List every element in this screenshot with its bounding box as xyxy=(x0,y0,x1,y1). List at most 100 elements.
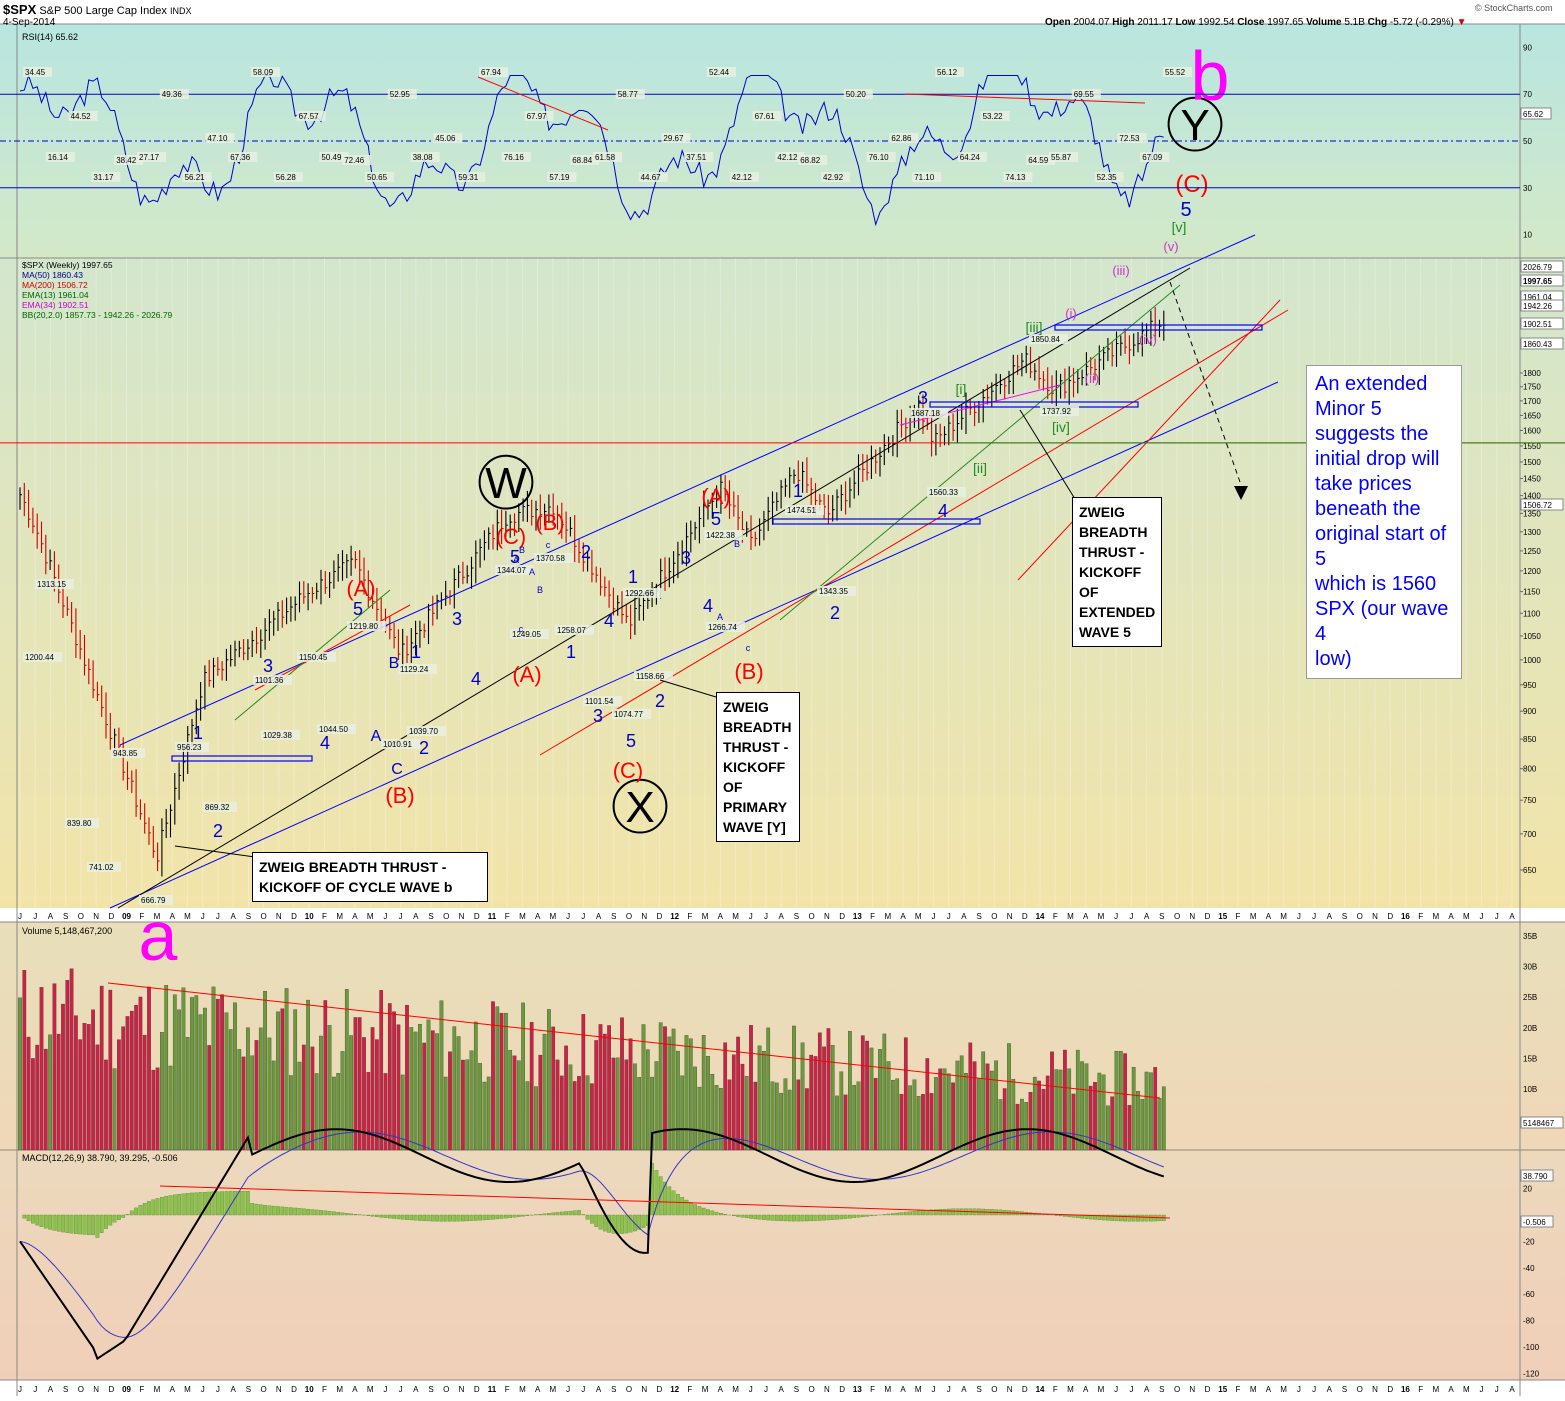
price-tick-18: 900 xyxy=(1523,707,1537,716)
price-label-20: 1101.54 xyxy=(585,697,614,706)
volume-bar xyxy=(272,1061,275,1150)
volume-bar xyxy=(1037,1081,1040,1150)
symbol: $SPX xyxy=(3,2,36,17)
time-tick-bottom-91: 16 xyxy=(1401,1385,1410,1394)
volume-bar xyxy=(900,1094,903,1150)
volume-bar xyxy=(638,1077,641,1150)
volume-bar xyxy=(758,1046,761,1150)
volume-bar xyxy=(440,1001,443,1150)
time-tick-54: D xyxy=(839,912,845,921)
time-tick-91: 16 xyxy=(1401,912,1410,921)
rsi-value-50: 55.52 xyxy=(1165,68,1186,77)
time-tick-0: J xyxy=(18,912,22,921)
volume-bar xyxy=(1089,1086,1092,1150)
macd-hist-bar xyxy=(251,1203,254,1215)
volume-bar xyxy=(1050,1052,1053,1150)
volume-bar xyxy=(130,1011,133,1150)
volume-tick-2: 25B xyxy=(1523,993,1537,1002)
macd-hist-bar xyxy=(139,1205,142,1215)
time-tick-bottom-13: J xyxy=(216,1385,220,1394)
macd-hist-bar xyxy=(577,1210,580,1215)
volume-bar xyxy=(599,1024,602,1150)
macd-hist-bar xyxy=(865,1215,868,1216)
macd-hist-bar xyxy=(440,1215,443,1221)
macd-hist-bar xyxy=(539,1214,542,1215)
volume-bar xyxy=(1042,1089,1045,1150)
macd-hist-bar xyxy=(53,1215,56,1230)
time-tick-55: 13 xyxy=(853,912,862,921)
price-label-29: 1560.33 xyxy=(929,488,958,497)
volume-bar xyxy=(681,1076,684,1150)
rsi-value-9: 67.36 xyxy=(230,153,251,162)
time-tick-79: 15 xyxy=(1218,912,1227,921)
rsi-value-34: 68.82 xyxy=(800,156,821,165)
time-tick-bottom-97: J xyxy=(1495,1385,1499,1394)
macd-hist-bar xyxy=(259,1205,262,1215)
time-tick-bottom-75: S xyxy=(1159,1385,1164,1394)
time-tick-bottom-49: J xyxy=(764,1385,768,1394)
volume-bar xyxy=(569,1065,572,1150)
volume-bar xyxy=(1046,1076,1049,1150)
macd-hist-bar xyxy=(590,1215,593,1223)
macd-hist-bar xyxy=(44,1215,47,1228)
macd-hist-bar xyxy=(861,1215,864,1217)
volume-value: 5.1B xyxy=(1344,17,1365,28)
volume-bar xyxy=(259,1028,262,1150)
volume-bar xyxy=(1072,1094,1075,1150)
volume-bar xyxy=(552,1027,555,1150)
volume-bar xyxy=(543,1034,546,1150)
volume-bar xyxy=(741,1064,744,1150)
time-tick-3: S xyxy=(63,912,68,921)
macd-hist-bar xyxy=(840,1215,843,1219)
volume-bar xyxy=(427,1020,430,1150)
price-label-7: 869.32 xyxy=(205,803,230,812)
macd-hist-bar xyxy=(483,1215,486,1220)
macd-hist-bar xyxy=(908,1212,911,1215)
minor-wave-1: A xyxy=(513,555,519,565)
rsi-value-19: 59.31 xyxy=(458,173,479,182)
volume-bar xyxy=(1111,1097,1114,1150)
time-tick-bottom-3: S xyxy=(63,1385,68,1394)
rsi-label: RSI(14) 65.62 xyxy=(22,32,78,42)
volume-bar xyxy=(509,1050,512,1150)
price-tick-0: 1800 xyxy=(1523,369,1541,378)
volume-tick-5: 10B xyxy=(1523,1085,1537,1094)
time-tick-bottom-15: S xyxy=(246,1385,251,1394)
macd-hist-bar xyxy=(500,1215,503,1219)
macd-hist-bar xyxy=(543,1214,546,1215)
wave-label-11: (A) xyxy=(701,484,730,509)
time-tick-bottom-10: A xyxy=(170,1385,176,1394)
volume-bar xyxy=(397,1025,400,1150)
time-tick-22: A xyxy=(352,912,358,921)
volume-bar xyxy=(1055,1070,1058,1150)
macd-hist-bar xyxy=(319,1210,322,1215)
volume-bar xyxy=(745,1076,748,1150)
wave-label-17: 4 xyxy=(320,733,330,753)
time-tick-bottom-60: J xyxy=(931,1385,935,1394)
time-tick-bottom-55: 13 xyxy=(853,1385,862,1394)
volume-bar xyxy=(960,1056,963,1150)
macd-hist-bar xyxy=(122,1215,125,1217)
price-tick-15: 1050 xyxy=(1523,632,1541,641)
wave-label-0: W xyxy=(485,459,527,508)
macd-hist-bar xyxy=(233,1191,236,1215)
callout-extended-wave-5: ZWEIG BREADTH THRUST - KICKOFF OF EXTEND… xyxy=(1072,497,1162,647)
time-tick-50: A xyxy=(779,912,785,921)
macd-hist-bar xyxy=(569,1211,572,1215)
macd-hist-bar xyxy=(31,1215,34,1223)
macd-hist-bar xyxy=(719,1213,722,1215)
price-tick-14: 1100 xyxy=(1523,609,1541,618)
volume-bar xyxy=(444,1077,447,1150)
price-label-18: 1249.05 xyxy=(512,630,541,639)
macd-tick-4: -80 xyxy=(1523,1317,1535,1326)
time-tick-47: M xyxy=(732,912,739,921)
time-tick-61: J xyxy=(947,912,951,921)
volume-bar xyxy=(104,1060,107,1150)
price-label-2: 943.85 xyxy=(113,749,138,758)
volume-bar xyxy=(147,987,150,1150)
volume-bar xyxy=(693,1067,696,1150)
time-tick-bottom-77: N xyxy=(1189,1385,1195,1394)
macd-hist-bar xyxy=(255,1204,258,1215)
wave-label-48: (ii) xyxy=(1085,371,1099,386)
macd-hist-bar xyxy=(36,1215,39,1225)
